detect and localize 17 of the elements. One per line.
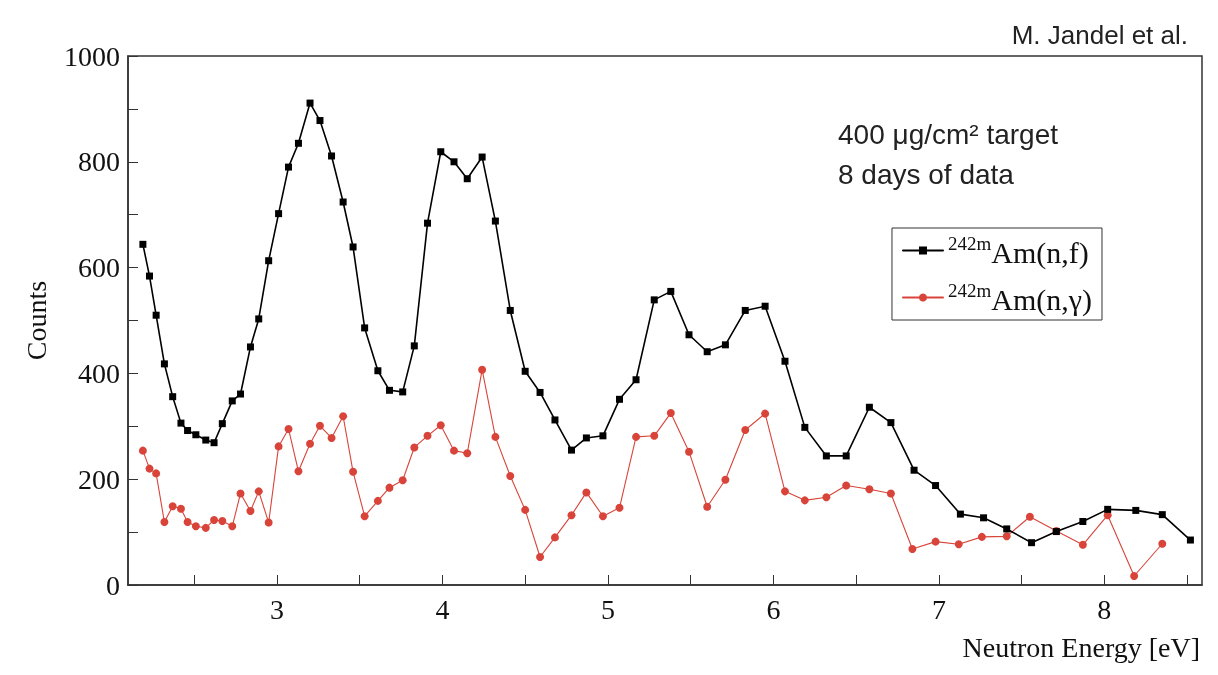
- x-tick-label: 7: [931, 593, 946, 625]
- annotation: 8 days of data: [838, 158, 1015, 190]
- x-tick-label: 4: [435, 593, 450, 625]
- x-tick-label: 3: [269, 593, 284, 625]
- y-axis-title: Counts: [20, 280, 52, 361]
- x-tick-label: 6: [766, 593, 781, 625]
- annotation: 400 μg/cm² target: [838, 118, 1059, 150]
- x-tick-label: 5: [600, 593, 615, 625]
- y-tick-label: 1000: [64, 40, 120, 72]
- y-tick-label: 800: [78, 146, 120, 178]
- y-tick-label: 0: [106, 569, 120, 601]
- y-tick-label: 400: [78, 357, 120, 389]
- x-axis-title: Neutron Energy [eV]: [962, 631, 1201, 663]
- x-tick-label: 8: [1097, 593, 1112, 625]
- y-tick-label: 200: [78, 463, 120, 495]
- text: M. Jandel et al.: [1011, 20, 1188, 50]
- y-tick-label: 600: [78, 252, 120, 284]
